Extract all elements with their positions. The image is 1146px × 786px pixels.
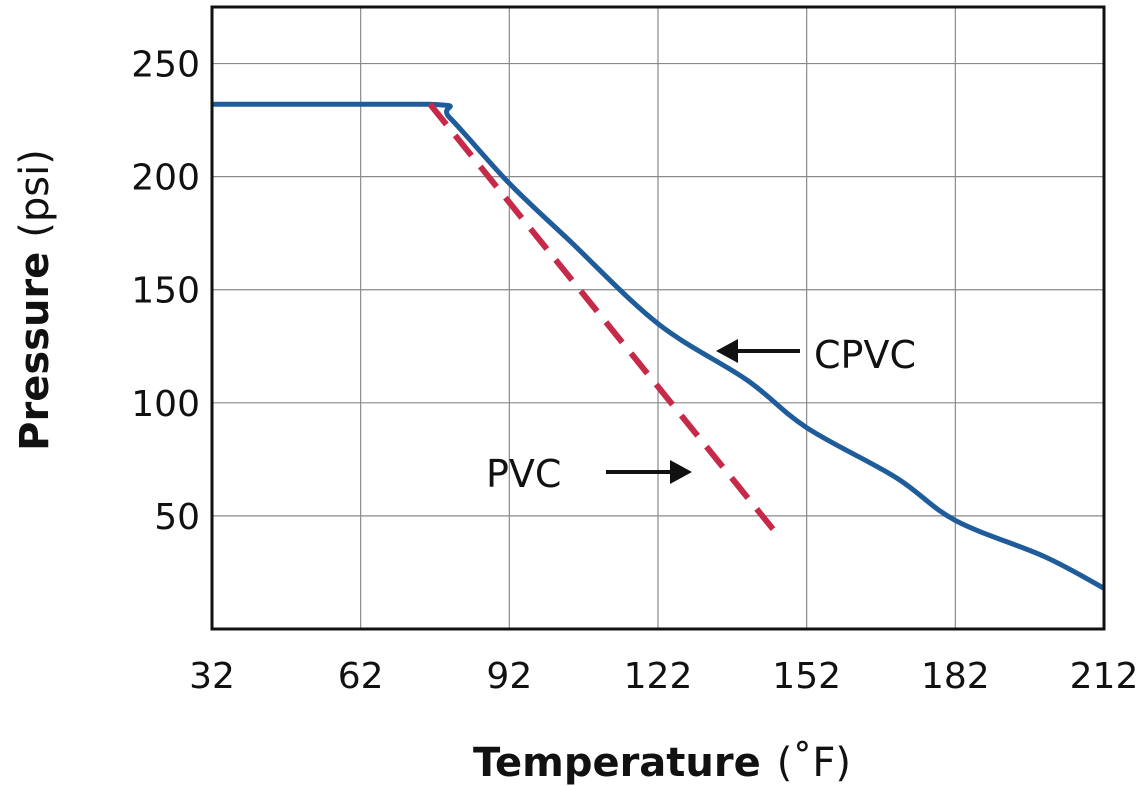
x-tick-label: 122	[624, 656, 693, 697]
x-tick-label: 32	[189, 656, 235, 697]
x-tick-labels: 32 62 92 122 152 182 212	[189, 656, 1138, 697]
x-tick-label: 152	[772, 656, 841, 697]
plot-frame	[210, 5, 1106, 631]
x-axis-title: Temperature (˚F)	[473, 740, 851, 786]
pvc-label: PVC	[486, 452, 561, 496]
grid	[211, 7, 1105, 629]
x-tick-label: 92	[486, 656, 532, 697]
x-axis-title-unit: (˚F)	[777, 740, 851, 786]
y-tick-label: 100	[131, 384, 200, 425]
pvc-arrow-icon	[606, 460, 692, 484]
y-axis-title: Pressure (psi)	[12, 149, 58, 451]
cpvc-arrow-icon	[716, 339, 800, 363]
y-tick-label: 50	[154, 497, 200, 538]
series-line-pvc	[427, 102, 780, 536]
y-tick-label: 150	[131, 271, 200, 312]
x-tick-label: 182	[921, 656, 990, 697]
x-tick-label: 212	[1070, 656, 1139, 697]
y-tick-labels: 50 100 150 200 250	[131, 45, 200, 538]
y-tick-label: 250	[131, 45, 200, 86]
series-line-cpvc	[212, 101, 1106, 591]
series-layer	[212, 101, 1106, 591]
y-axis-title-main: Pressure	[12, 252, 58, 451]
y-axis-title-unit: (psi)	[12, 149, 58, 238]
x-tick-label: 62	[338, 656, 384, 697]
y-tick-label: 200	[131, 158, 200, 199]
x-axis-title-main: Temperature	[473, 740, 761, 786]
cpvc-label: CPVC	[814, 333, 916, 377]
